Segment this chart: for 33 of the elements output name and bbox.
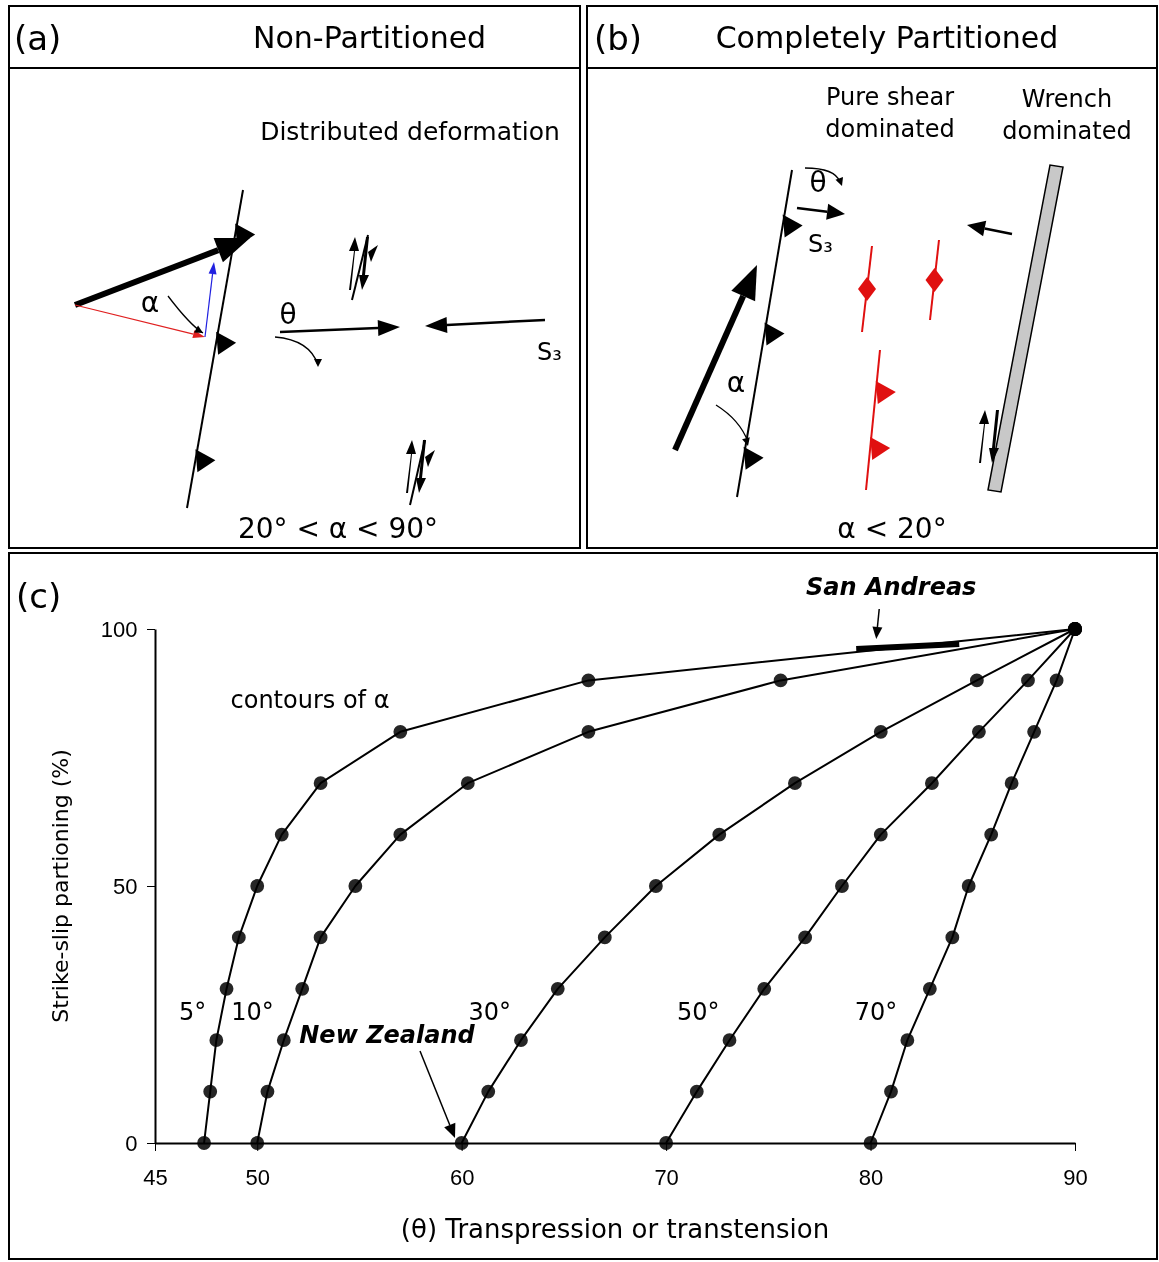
text: Wrench dominated bbox=[1002, 85, 1132, 145]
text: (a) bbox=[14, 18, 62, 58]
text: Pure shear dominated bbox=[825, 83, 955, 143]
text: α < 20° bbox=[837, 512, 947, 545]
annotation: San Andreas bbox=[806, 572, 977, 601]
text: 20° < α < 90° bbox=[237, 512, 439, 545]
x-tick-label: 45 bbox=[143, 1164, 168, 1190]
y-tick-label: 100 bbox=[100, 616, 138, 642]
text: θ bbox=[809, 166, 827, 199]
series-label: 70° bbox=[854, 998, 898, 1027]
text: (b) bbox=[594, 18, 643, 58]
y-tick-label: 0 bbox=[125, 1130, 138, 1156]
y-axis-title: Strike-slip partioning (%) bbox=[48, 749, 73, 1023]
x-tick-label: 50 bbox=[245, 1164, 270, 1190]
y-tick-label: 50 bbox=[112, 873, 138, 899]
text: α bbox=[726, 366, 746, 399]
x-tick-label: 60 bbox=[449, 1164, 475, 1190]
text: Non-Partitioned bbox=[253, 20, 487, 55]
x-axis-title: (θ) Transpression or transtension bbox=[400, 1214, 830, 1244]
x-tick-label: 80 bbox=[858, 1164, 884, 1190]
text: α bbox=[140, 286, 160, 319]
x-tick-label: 90 bbox=[1063, 1164, 1088, 1190]
series-label: 50° bbox=[676, 998, 720, 1027]
text: S₃ bbox=[537, 338, 562, 366]
annotation: contours of α bbox=[230, 686, 390, 714]
series-label: 5° bbox=[179, 998, 207, 1027]
text: Completely Partitioned bbox=[715, 20, 1059, 55]
text: Distributed deformation bbox=[260, 117, 560, 146]
text: θ bbox=[279, 298, 297, 331]
series-label: 10° bbox=[231, 998, 274, 1027]
text: S₃ bbox=[808, 230, 833, 258]
text: (c) bbox=[16, 576, 62, 616]
x-tick-label: 70 bbox=[654, 1164, 679, 1190]
